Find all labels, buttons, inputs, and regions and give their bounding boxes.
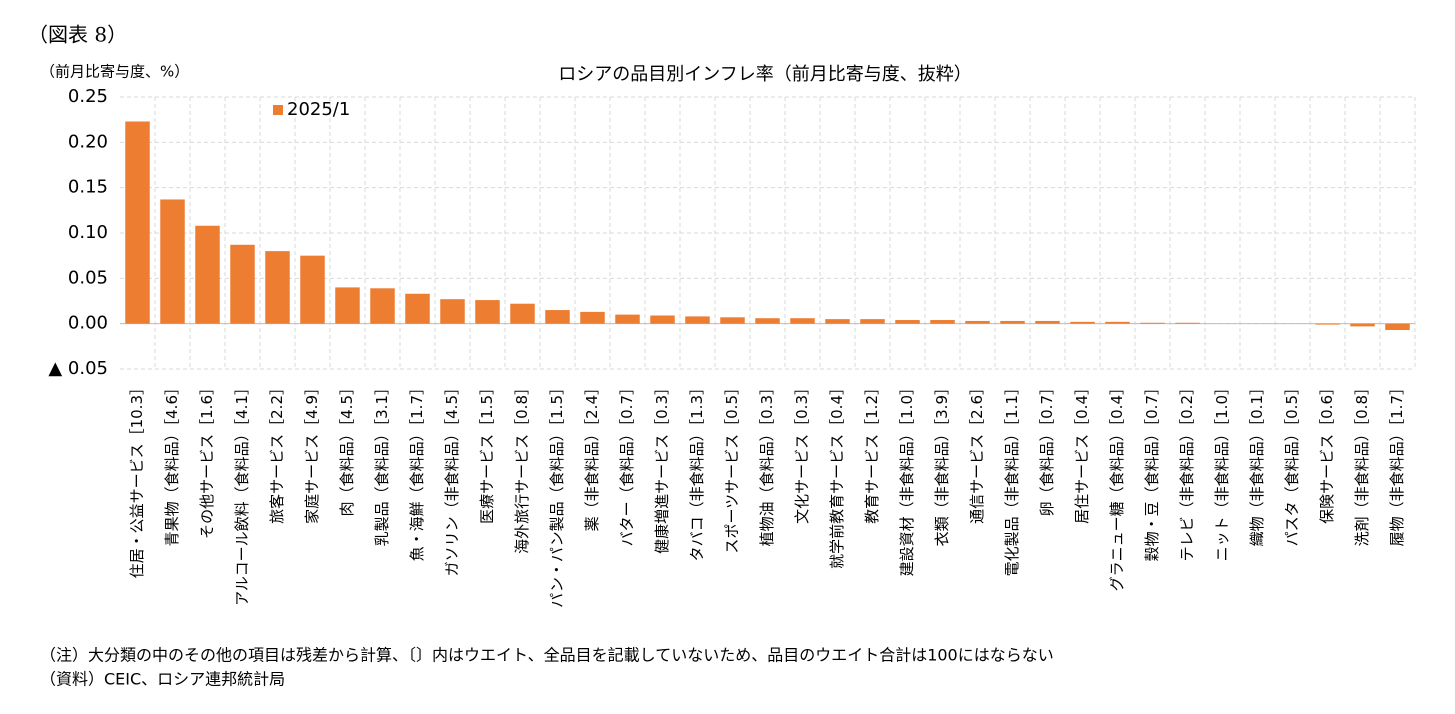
x-tick-label: 乳製品（食料品）［3.1］: [373, 380, 391, 546]
x-tick-label: バター（食料品）［0.7］: [618, 380, 636, 546]
x-tick-label: アルコール飲料（食料品）［4.1］: [233, 380, 251, 606]
bar: [965, 320, 990, 324]
x-tick-label: ニット（非食料品）［1.0］: [1213, 380, 1231, 561]
x-tick-label: 文化サービス［0.3］: [793, 380, 811, 524]
x-tick-label: 住居・公益サービス［10.3］: [128, 380, 146, 578]
x-tick-label: 海外旅行サービス［0.8］: [513, 380, 531, 554]
y-tick-label: 0.25: [68, 86, 108, 107]
bar: [125, 121, 150, 324]
bar: [1315, 323, 1340, 325]
bar: [510, 303, 535, 324]
figure-label: （図表 8）: [28, 23, 127, 47]
x-tick-label: 家庭サービス［4.9］: [303, 380, 321, 524]
x-tick-label: 肉（食料品）［4.5］: [338, 380, 356, 516]
bar: [615, 314, 640, 324]
y-tick-label: 0.20: [68, 131, 108, 152]
x-tick-label: テレビ（非食料品）［0.2］: [1178, 380, 1196, 561]
x-tick-label: 織物（非食料品）［0.1］: [1248, 380, 1266, 546]
y-tick-label: ▲ 0.05: [48, 358, 108, 379]
x-tick-label: 履物（非食料品）［1.7］: [1388, 380, 1406, 546]
x-tick-label: ガソリン（非食料品）［4.5］: [443, 380, 461, 576]
x-tick-label: 衣類（非食料品）［3.9］: [933, 380, 951, 546]
bar: [475, 300, 500, 324]
bar: [1035, 320, 1060, 324]
y-tick-label: 0.15: [68, 177, 108, 198]
bar: [545, 310, 570, 324]
bar: [230, 244, 255, 324]
y-tick-label: 0.10: [68, 222, 108, 243]
x-tick-label: 旅客サービス［2.2］: [268, 380, 286, 524]
bar: [1175, 322, 1200, 324]
x-tick-label: パスタ（食料品）［0.5］: [1283, 380, 1301, 546]
x-tick-label: 就学前教育サービス［0.4］: [828, 380, 846, 569]
x-tick-label: 保険サービス［0.6］: [1318, 380, 1336, 524]
bar: [370, 288, 395, 324]
x-tick-label: 薬（非食料品）［2.4］: [583, 380, 601, 531]
x-tick-label: 建設資材（非食料品）［1.0］: [898, 380, 916, 576]
x-tick-label: 通信サービス［2.6］: [968, 380, 986, 524]
bar: [195, 225, 220, 324]
bar: [300, 255, 325, 324]
x-tick-label: 魚・海鮮（食料品）［1.7］: [408, 380, 426, 561]
y-tick-label: 0.05: [68, 267, 108, 288]
bar: [335, 287, 360, 324]
bar: [580, 311, 605, 324]
x-tick-label: パン・パン製品（食料品）［1.5］: [548, 380, 566, 608]
x-tick-label: 教育サービス［1.2］: [863, 380, 881, 524]
x-tick-label: 居住サービス［0.4］: [1073, 380, 1091, 524]
bar: [930, 320, 955, 324]
bar: [685, 316, 710, 324]
bar: [265, 251, 290, 324]
x-tick-label: 穀物・豆（食料品）［0.7］: [1143, 380, 1161, 561]
bar: [405, 293, 430, 324]
legend-label: 2025/1: [287, 99, 350, 120]
bar: [650, 315, 675, 324]
bar: [1140, 322, 1165, 324]
x-tick-label: グラニュー糖（食料品）［0.4］: [1108, 380, 1126, 591]
source: （資料）CEIC、ロシア連邦統計局: [40, 670, 285, 689]
x-tick-label: タバコ（非食料品）［1.3］: [688, 380, 706, 561]
bar: [160, 199, 185, 324]
bar: [755, 318, 780, 324]
x-tick-label: 洗剤（非食料品）［0.8］: [1353, 380, 1371, 546]
note: （注）大分類の中のその他の項目は残差から計算、〔〕内はウエイト、全品目を記載して…: [40, 646, 1054, 665]
bar: [1350, 323, 1375, 327]
bar: [1105, 321, 1130, 324]
x-tick-label: 医療サービス［1.5］: [478, 380, 496, 524]
bar: [1000, 320, 1025, 324]
x-tick-label: 植物油（食料品）［0.3］: [758, 380, 776, 546]
bar: [860, 319, 885, 324]
bar: [1070, 321, 1095, 324]
chart-title: ロシアの品目別インフレ率（前月比寄与度、抜粋）: [558, 64, 971, 85]
x-tick-label: 青果物（食料品）［4.6］: [163, 380, 181, 546]
y-tick-label: 0.00: [68, 313, 108, 334]
bar: [1385, 323, 1410, 331]
y-axis-label: （前月比寄与度、%）: [40, 63, 189, 81]
bar: [440, 299, 465, 324]
x-tick-label: 電化製品（非食料品）［1.1］: [1003, 380, 1021, 576]
x-tick-label: その他サービス［1.6］: [198, 380, 216, 539]
x-tick-label: 健康増進サービス［0.3］: [653, 380, 671, 554]
bar: [825, 319, 850, 324]
x-tick-label: スポーツサービス［0.5］: [723, 380, 741, 554]
legend-swatch: [273, 105, 283, 115]
bar: [720, 317, 745, 324]
bar: [790, 318, 815, 324]
bar: [895, 320, 920, 324]
x-tick-label: 卵（食料品）［0.7］: [1038, 380, 1056, 516]
